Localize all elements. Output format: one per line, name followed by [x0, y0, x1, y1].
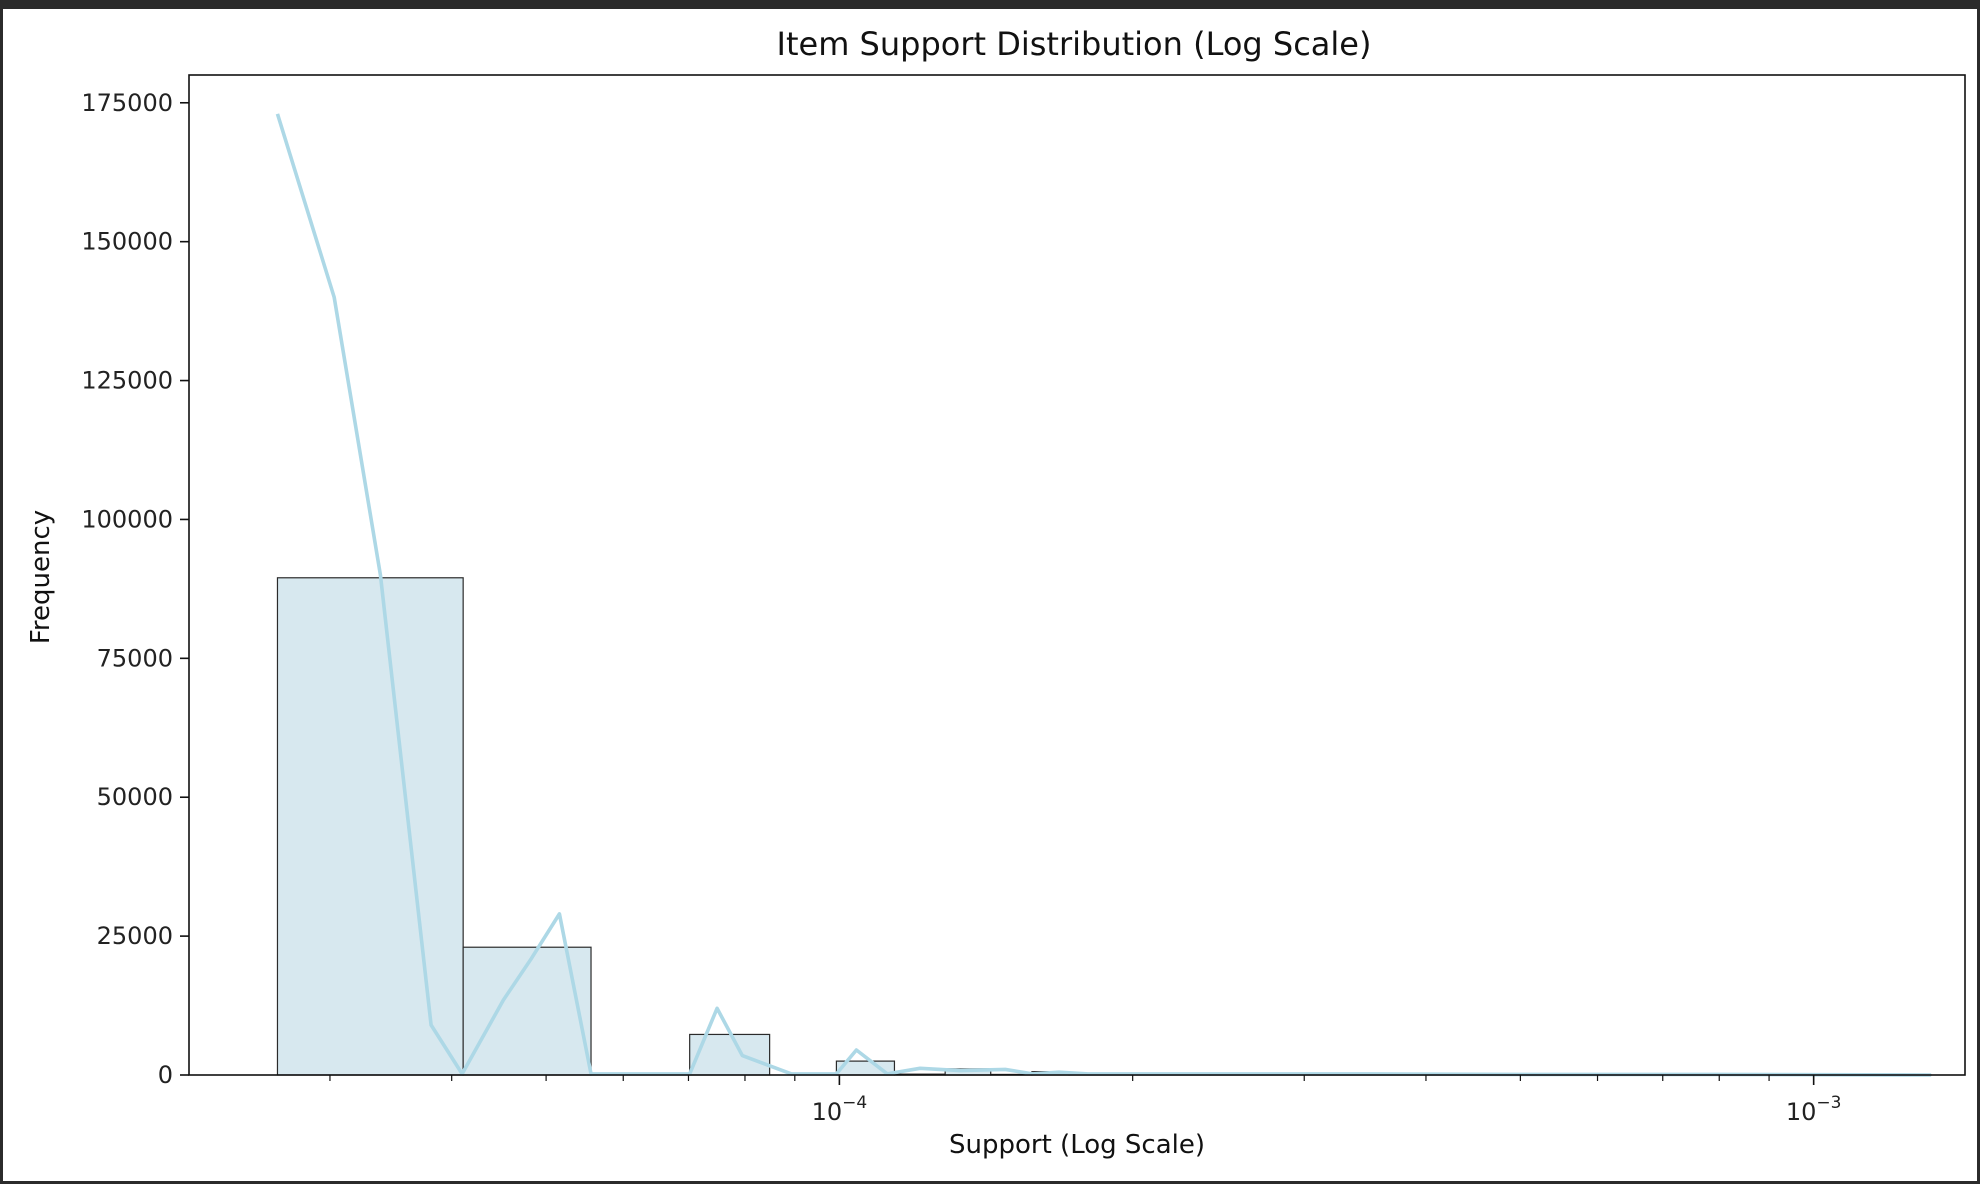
chart-title: Item Support Distribution (Log Scale): [777, 25, 1372, 63]
bars-group: [276, 577, 1932, 1076]
histogram-chart: Item Support Distribution (Log Scale) 0 2…: [26, 25, 1966, 1160]
y-tick-label: 125000: [81, 367, 173, 395]
histogram-bar: [689, 1033, 771, 1076]
density-line: [275, 113, 1932, 1077]
x-axis-label: Support (Log Scale): [949, 1130, 1205, 1160]
y-tick-label: 75000: [97, 644, 173, 672]
y-tick-label: 50000: [97, 783, 173, 811]
y-axis: 0 25000 50000 75000 100000 125000 150000 175000: [81, 89, 189, 1089]
histogram-bar: [276, 577, 464, 1076]
y-tick-label: 150000: [81, 228, 173, 256]
plot-area-frame: [188, 74, 1966, 1076]
x-axis: 10−4 10−3: [329, 1075, 1842, 1126]
y-tick-label: 100000: [81, 505, 173, 533]
x-tick-label: 10−3: [1786, 1093, 1842, 1126]
y-axis-label: Frequency: [26, 510, 56, 644]
density-line-group: [275, 113, 1932, 1077]
y-tick-label: 0: [158, 1061, 173, 1089]
x-tick-label: 10−4: [812, 1093, 868, 1126]
y-tick-label: 25000: [97, 922, 173, 950]
y-tick-label: 175000: [81, 89, 173, 117]
